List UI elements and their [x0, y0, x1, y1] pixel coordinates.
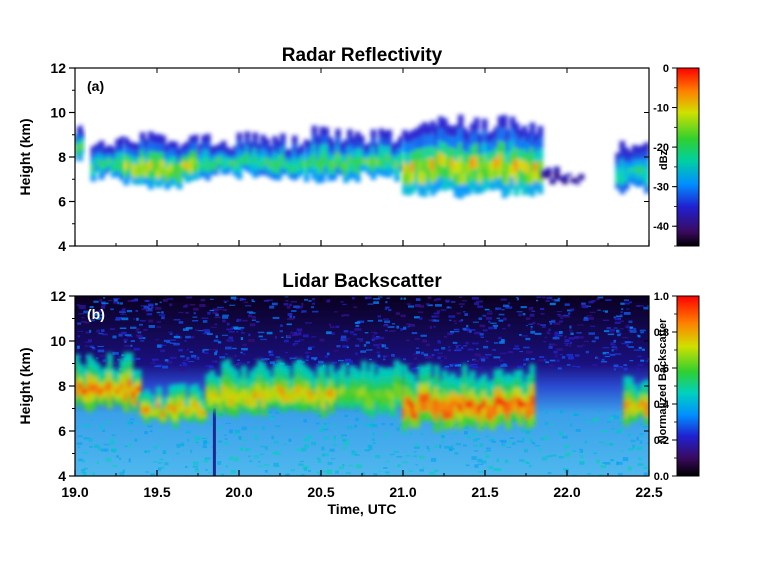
y-tick-label: 10 — [50, 333, 66, 349]
y-tick-label: 6 — [58, 423, 66, 439]
colorbar-label: Normalized Backscatter — [657, 318, 669, 443]
cloud-feature — [75, 352, 142, 413]
cloud-feature — [402, 114, 544, 199]
cloud-feature — [623, 376, 649, 426]
cloud-feature — [139, 383, 208, 429]
panel-title: Radar Reflectivity — [282, 45, 443, 66]
colorbar-tick-label: 0.6 — [654, 363, 669, 375]
y-tick-label: 10 — [50, 105, 66, 121]
y-tick-label: 4 — [58, 468, 66, 484]
cloud-feature — [205, 359, 339, 418]
cloud-feature — [123, 131, 199, 190]
panel-title: Lidar Backscatter — [282, 271, 442, 292]
colorbar-tick-label: 0.0 — [654, 471, 669, 483]
colorbar-label: dBz — [658, 149, 670, 170]
x-tick-label: 20.5 — [307, 484, 334, 500]
x-tick-label: 22.5 — [635, 484, 662, 500]
y-tick-label: 8 — [58, 378, 66, 394]
field-layer — [75, 296, 649, 476]
x-tick-label: 21.5 — [471, 484, 498, 500]
x-tick-label: 19.0 — [61, 484, 88, 500]
y-tick-label: 4 — [58, 238, 66, 254]
colorbar-tick-label: 0.2 — [654, 435, 669, 447]
panel-label: (a) — [87, 78, 104, 94]
x-tick-label: 20.0 — [225, 484, 252, 500]
colorbar-tick-label: -40 — [653, 221, 669, 233]
cloud-feature — [541, 166, 585, 185]
colorbar-tick-label: -10 — [653, 103, 669, 115]
colorbar — [676, 67, 700, 247]
colorbar-tick-label: 0.8 — [654, 327, 669, 339]
y-tick-label: 8 — [58, 149, 66, 165]
colorbar-tick-label: 0 — [663, 63, 669, 75]
colorbar-tick-label: 0.4 — [654, 399, 670, 411]
panel-label: (b) — [87, 306, 105, 322]
colorbar — [676, 295, 700, 477]
colorbar-tick-label: -20 — [653, 142, 669, 154]
y-tick-label: 6 — [58, 194, 66, 210]
cloud-feature — [197, 131, 306, 181]
x-tick-label: 21.0 — [389, 484, 416, 500]
vertical-stripe — [212, 408, 216, 476]
cloud-feature — [90, 136, 126, 182]
y-axis-label: Height (km) — [17, 119, 33, 196]
cloud-feature — [303, 125, 404, 184]
x-axis-label: Time, UTC — [328, 501, 397, 517]
y-axis-label: Height (km) — [17, 348, 33, 425]
colorbar-tick-label: -30 — [653, 182, 669, 194]
x-tick-label: 22.0 — [553, 484, 580, 500]
cloud-feature — [402, 363, 536, 432]
cloud-feature — [615, 140, 649, 195]
y-tick-label: 12 — [50, 288, 66, 304]
cloud-feature — [336, 360, 404, 418]
y-tick-label: 12 — [50, 60, 66, 76]
x-tick-label: 19.5 — [143, 484, 170, 500]
noise-texture — [76, 296, 649, 476]
cloud-feature — [75, 125, 85, 162]
lidar-panel: Lidar Backscatter 4 6 8 10 12 Height (km) 19.0 1… — [17, 271, 700, 517]
radar-panel: Radar Reflectivity 4 6 8 10 12 Height (km) (a) 0… — [17, 45, 700, 254]
colorbar-tick-label: 1.0 — [654, 291, 669, 303]
field-layer — [75, 114, 649, 199]
